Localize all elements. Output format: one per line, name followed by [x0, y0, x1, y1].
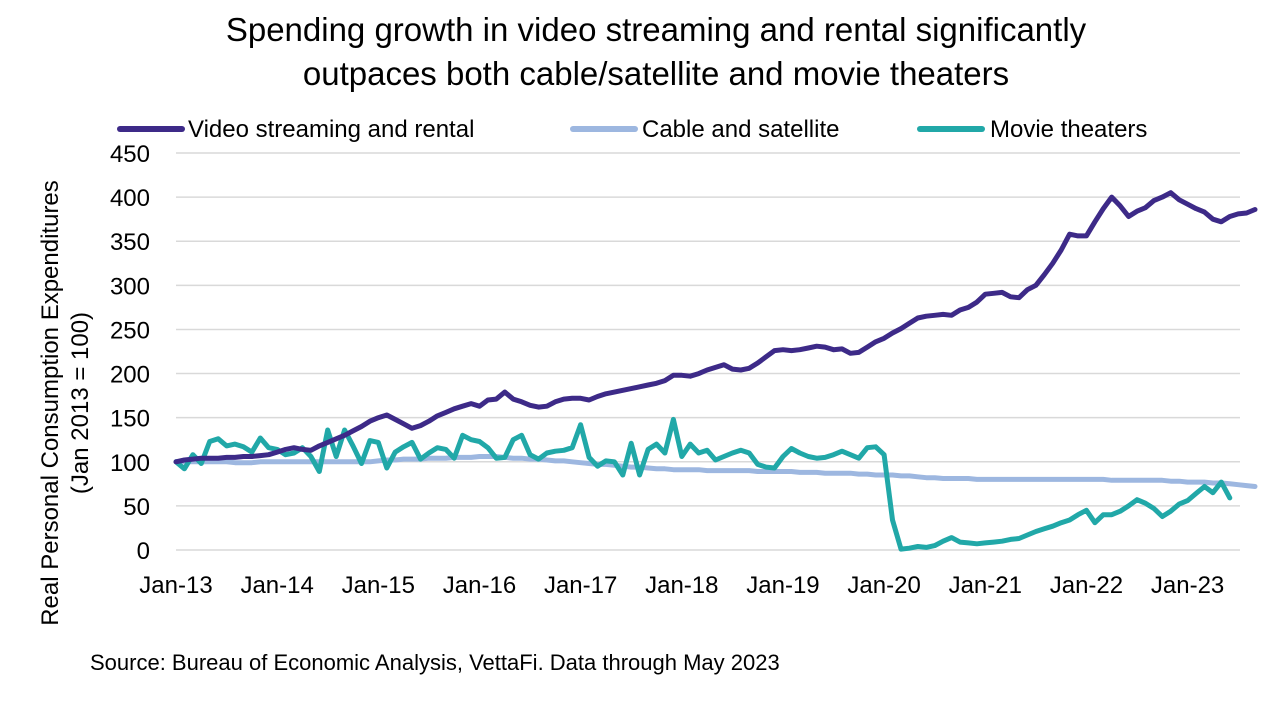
y-tick-label: 150: [110, 406, 150, 433]
legend: Video streaming and rental Cable and sate…: [117, 116, 1147, 143]
x-tick-label: Jan-15: [342, 572, 415, 599]
y-tick-label: 450: [110, 141, 150, 168]
y-tick-label: 50: [123, 494, 150, 521]
y-tick-label: 0: [137, 538, 150, 565]
x-tick-label: Jan-23: [1151, 572, 1224, 599]
x-tick-label: Jan-16: [443, 572, 516, 599]
x-tick-label: Jan-18: [645, 572, 718, 599]
x-tick-labels: Jan-13 Jan-14 Jan-15 Jan-16 Jan-17 Jan-18 Jan-…: [139, 572, 1224, 599]
y-tick-label: 400: [110, 185, 150, 212]
grid-lines: [176, 152, 1240, 551]
x-tick-label: Jan-21: [949, 572, 1022, 599]
legend-label-1: Cable and satellite: [642, 116, 839, 143]
y-tick-label: 250: [110, 317, 150, 344]
series-line-2: [173, 416, 1233, 552]
x-tick-label: Jan-20: [847, 572, 920, 599]
x-tick-label: Jan-19: [746, 572, 819, 599]
x-tick-label: Jan-13: [139, 572, 212, 599]
legend-label-0: Video streaming and rental: [188, 116, 474, 143]
series-line-1: [173, 454, 1258, 489]
y-tick-label: 350: [110, 229, 150, 256]
chart-title-line-2: outpaces both cable/satellite and movie …: [302, 55, 1010, 92]
chart-title-line-1: Spending growth in video streaming and r…: [225, 11, 1087, 48]
y-tick-label: 200: [110, 362, 150, 389]
y-tick-label: 300: [110, 273, 150, 300]
series-lines: [173, 190, 1258, 552]
x-tick-label: Jan-14: [240, 572, 313, 599]
y-tick-labels: 0 50 100 150 200 250 300 350 400 450: [110, 141, 150, 565]
x-tick-label: Jan-17: [544, 572, 617, 599]
y-tick-label: 100: [110, 450, 150, 477]
x-tick-label: Jan-22: [1050, 572, 1123, 599]
legend-label-2: Movie theaters: [990, 116, 1147, 143]
series-line-0: [173, 190, 1258, 465]
chart-title: Spending growth in video streaming and r…: [0, 8, 1280, 96]
source-note: Source: Bureau of Economic Analysis, Vet…: [90, 650, 780, 675]
